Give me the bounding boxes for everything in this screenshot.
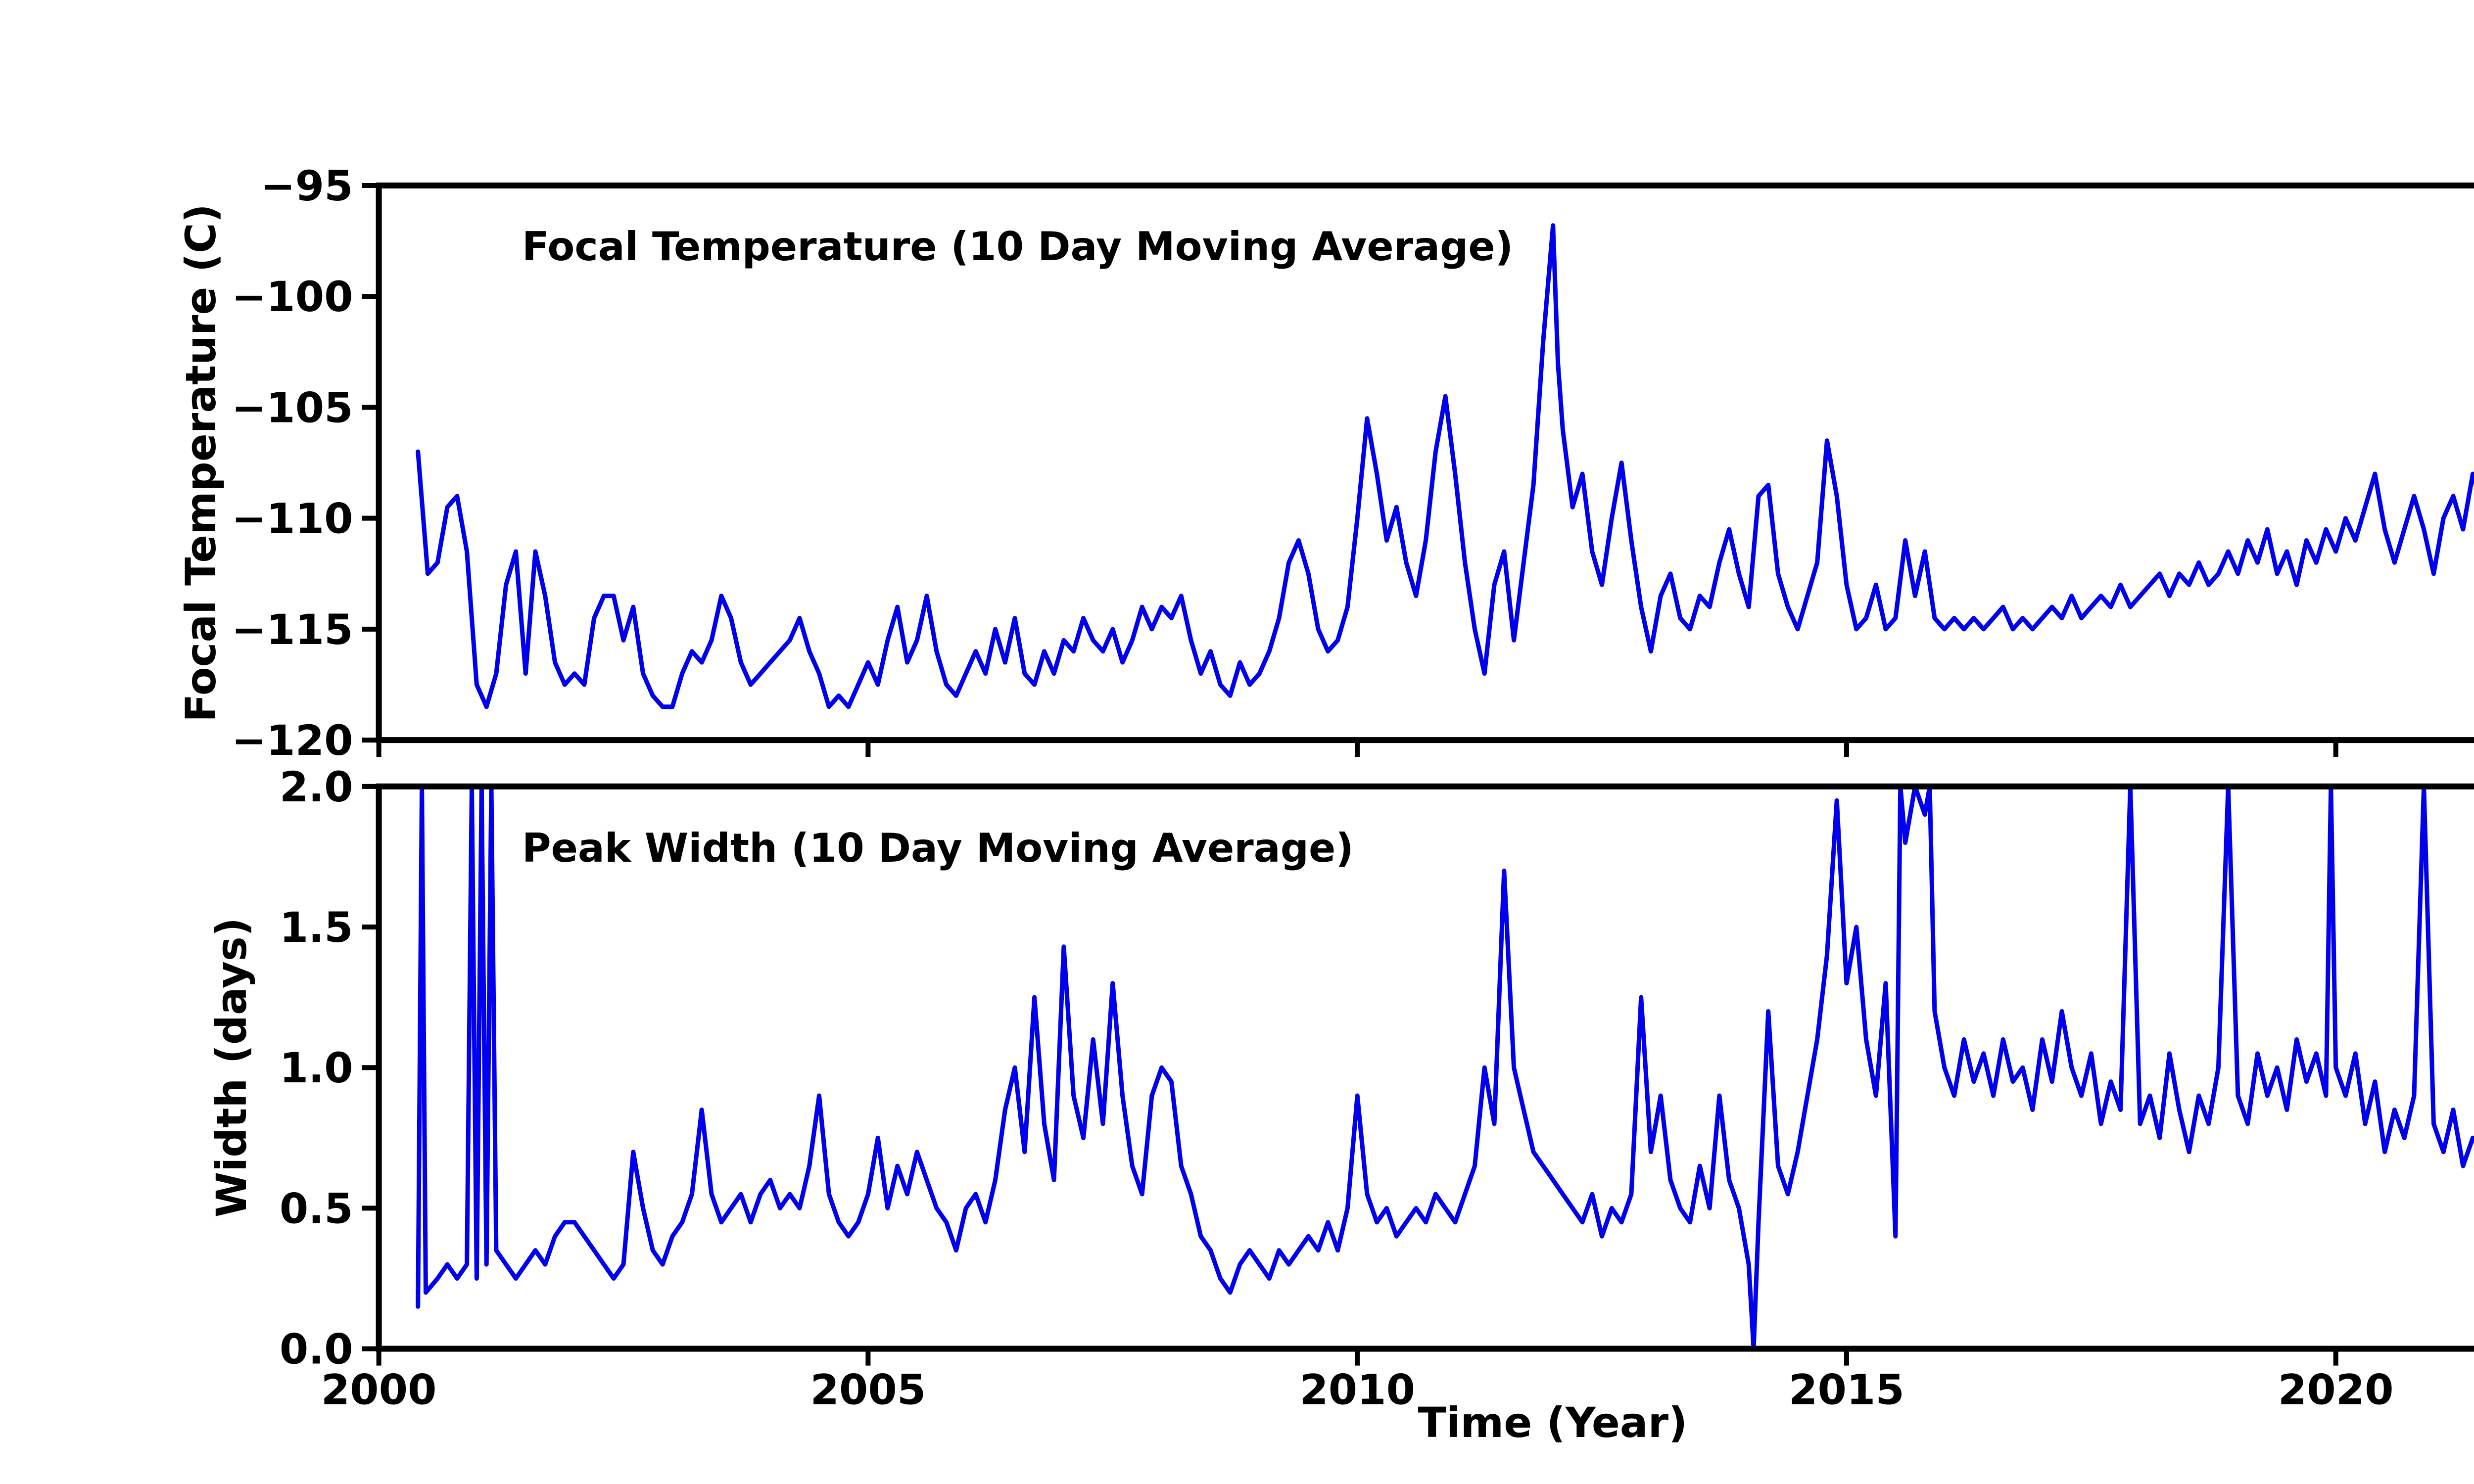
y-tick-label: 2.0 — [280, 763, 353, 811]
x-tick-label: 2020 — [2278, 1366, 2394, 1414]
y-axis-label-width: Width (days) — [207, 917, 256, 1218]
y-tick-label: −100 — [232, 273, 353, 321]
y-tick-label: 0.0 — [280, 1325, 353, 1374]
y-tick-label: 0.5 — [280, 1184, 353, 1233]
x-axis-label-time: Time (Year) — [1418, 1398, 1688, 1447]
x-tick-label: 2000 — [321, 1366, 437, 1414]
y-tick-label: −105 — [232, 383, 353, 432]
width-panel-title: Peak Width (10 Day Moving Average) — [522, 825, 1354, 871]
temperature-panel-title: Focal Temperature (10 Day Moving Average… — [522, 224, 1514, 270]
axes-spines — [376, 183, 2474, 743]
y-axis-label-temperature: Focal Temperature (C) — [177, 203, 225, 723]
y-tick-label: 1.0 — [280, 1044, 353, 1092]
x-tick-label: 2010 — [1299, 1366, 1415, 1414]
x-tick-label: 2005 — [810, 1366, 926, 1414]
y-tick-label: −110 — [232, 495, 353, 543]
y-tick-label: 1.5 — [280, 903, 353, 952]
width-series-line — [416, 784, 2474, 1351]
y-tick-label: −95 — [260, 162, 353, 210]
y-tick-label: −120 — [232, 716, 353, 765]
y-tick-label: −115 — [232, 605, 353, 654]
x-tick-label: 2015 — [1789, 1366, 1904, 1414]
temperature-series-line — [416, 223, 2474, 709]
